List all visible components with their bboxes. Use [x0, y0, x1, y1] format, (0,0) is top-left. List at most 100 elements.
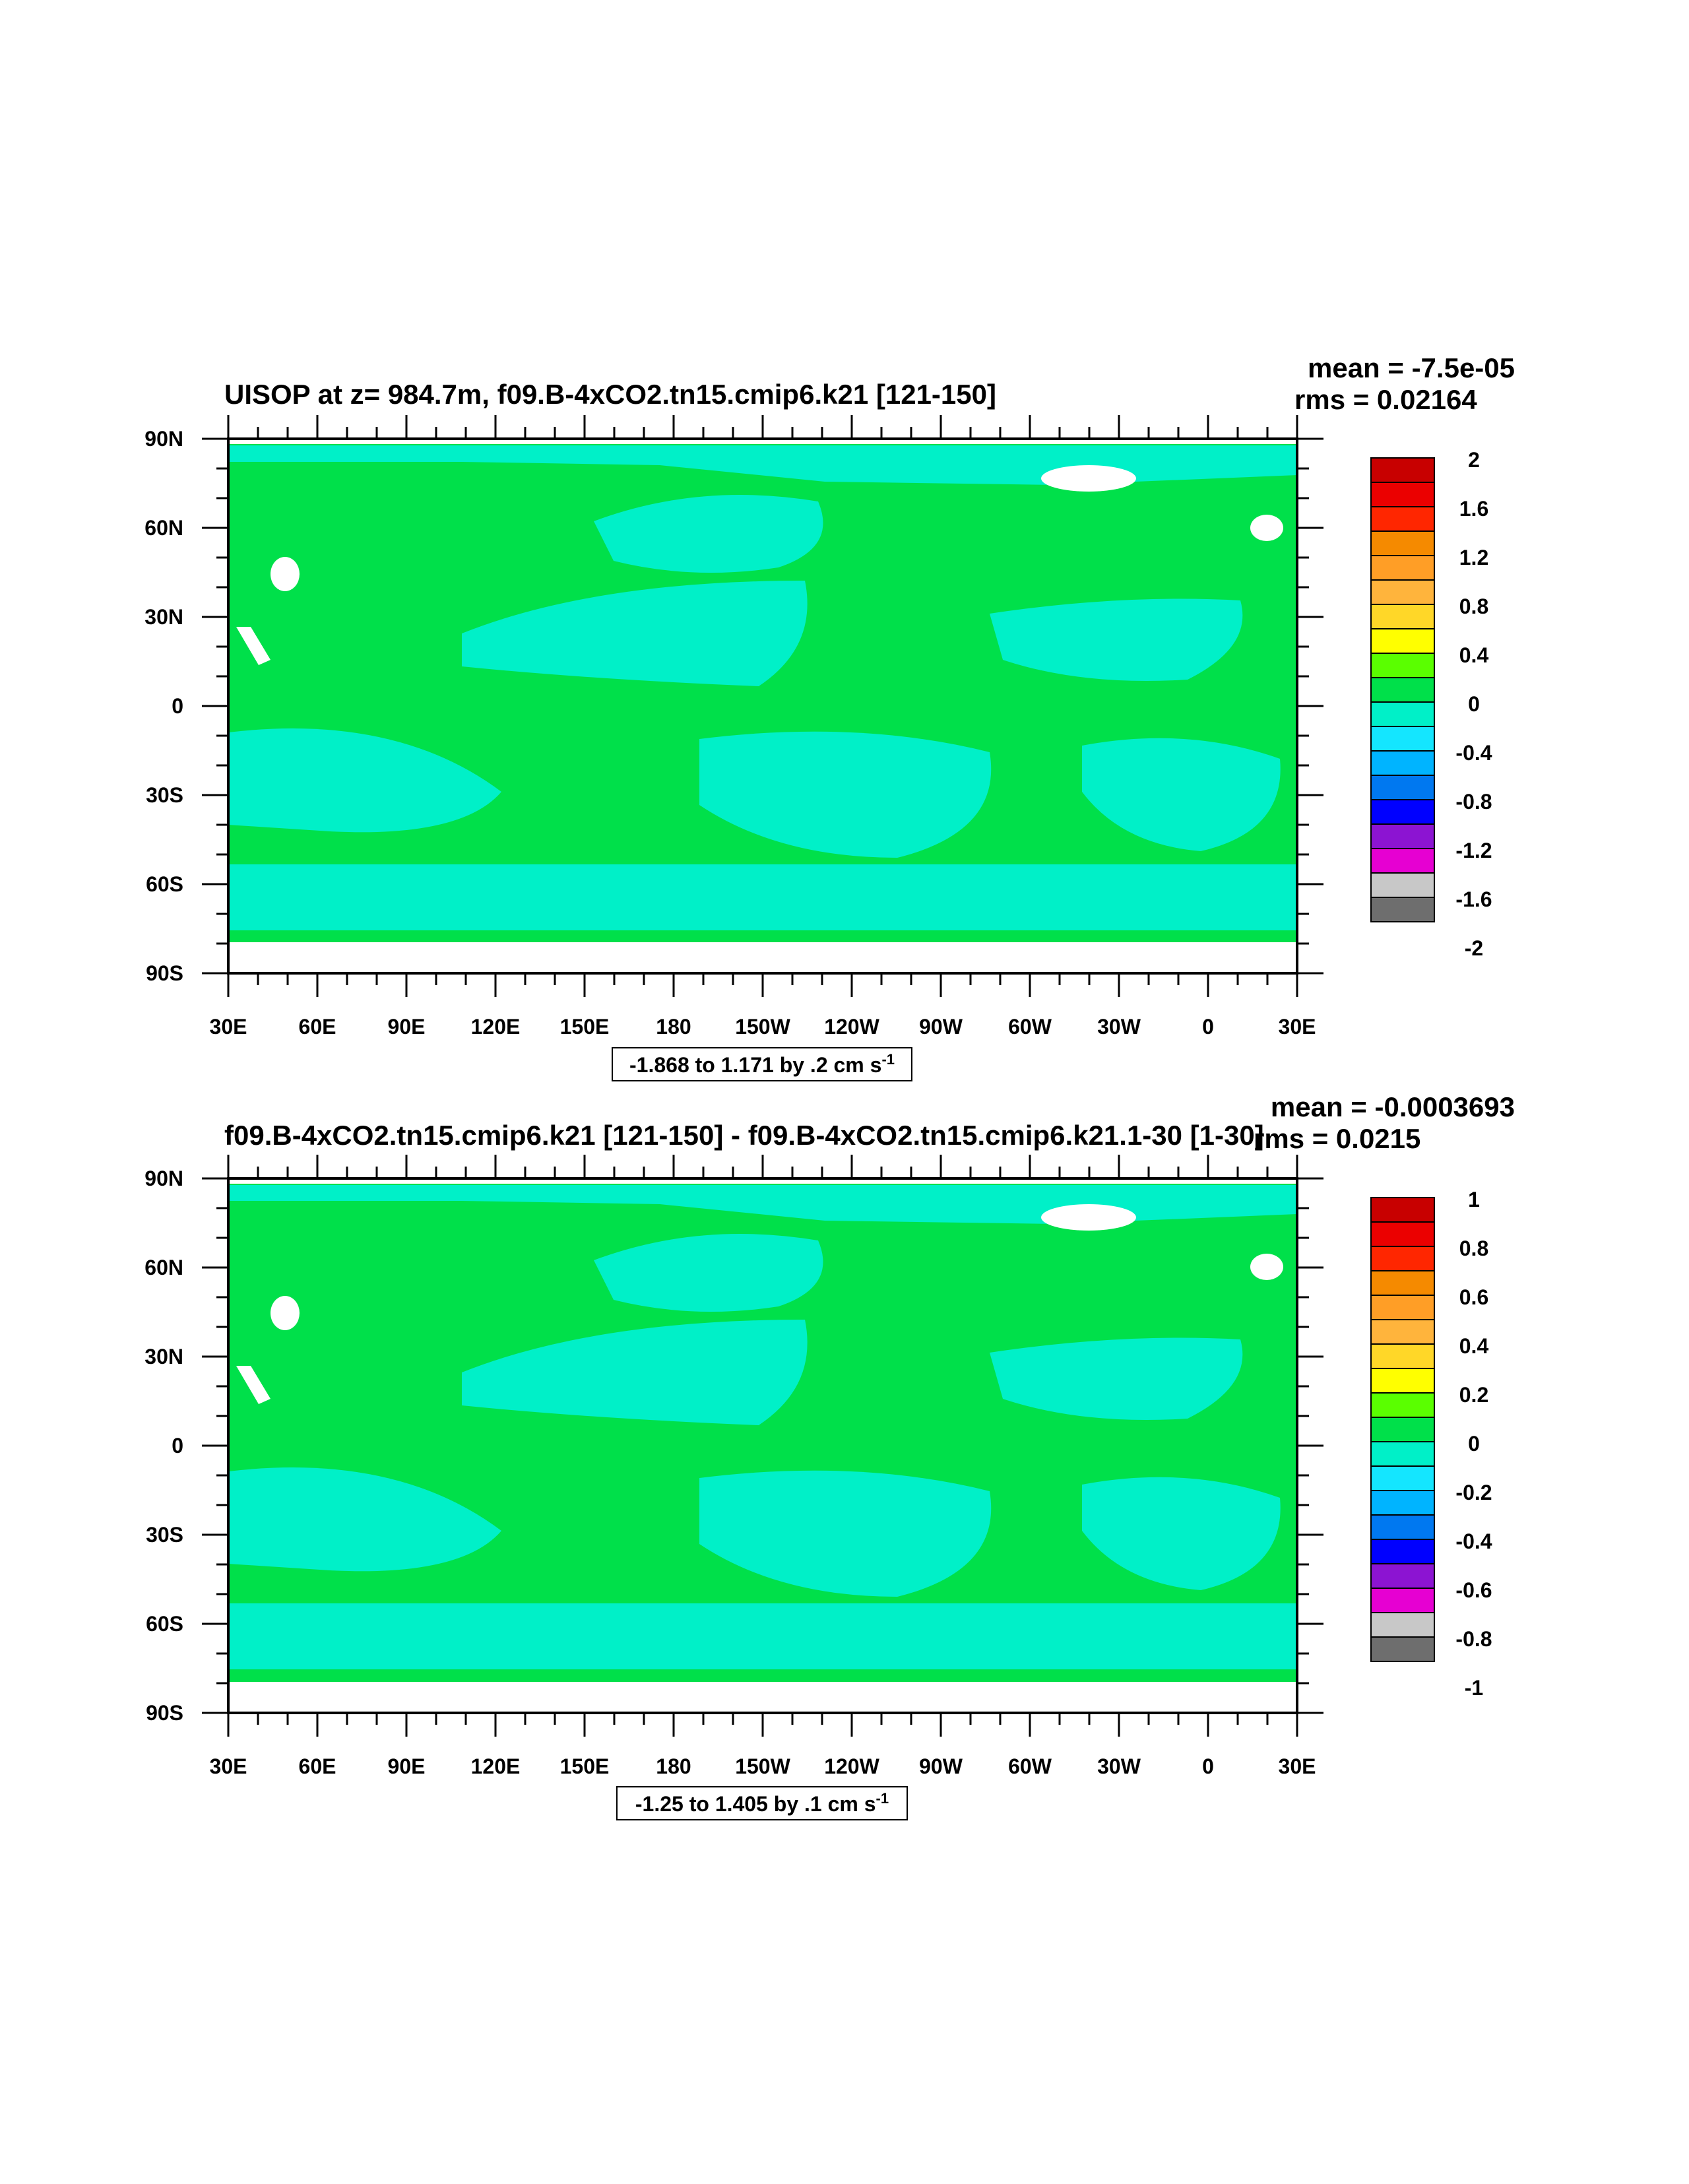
- panel-2-xtick: 60E: [299, 1754, 336, 1778]
- panel-2-ticks: [202, 1155, 1323, 1737]
- panel-1-cb-label: 0.4: [1459, 643, 1489, 667]
- panel-1-cb-label: 1.6: [1459, 497, 1488, 521]
- panel-1-colorbar-swatch: [1370, 457, 1435, 483]
- panel-1-colorbar-swatch: [1370, 677, 1435, 703]
- panel-2-cb-label: 0: [1468, 1432, 1480, 1456]
- panel-1-ytick: 30S: [146, 783, 183, 807]
- panel-1-cb-label: -1.6: [1455, 887, 1492, 911]
- panel-1-colorbar-swatch: [1370, 530, 1435, 556]
- panel-2-xtick: 180: [656, 1754, 691, 1778]
- panel-2-colorbar-swatch: [1370, 1246, 1435, 1271]
- panel-2-colorbar-swatch: [1370, 1295, 1435, 1320]
- panel-1-ytick: 0: [172, 694, 183, 718]
- panel-1-colorbar-swatch: [1370, 799, 1435, 825]
- panel-1-missing: [236, 465, 1283, 665]
- panel-2-cb-label: 0.6: [1459, 1285, 1488, 1309]
- panel-2: f09.B-4xCO2.tn15.cmip6.k21 [121-150] - f…: [144, 1091, 1515, 1820]
- panel-1-xtick: 120W: [824, 1015, 879, 1039]
- panel-1-colorbar-swatch: [1370, 653, 1435, 678]
- panel-1-cb-label: -2: [1465, 936, 1483, 960]
- panel-2-xtick: 0: [1202, 1754, 1214, 1778]
- panel-2-xtick: 120W: [824, 1754, 879, 1778]
- panel-2-cb-label: 0.2: [1459, 1383, 1488, 1407]
- panel-1-xtick: 30W: [1097, 1015, 1141, 1039]
- panel-2-colorbar-swatch: [1370, 1319, 1435, 1345]
- panel-1-colorbar-swatch: [1370, 555, 1435, 581]
- panel-1-ytick: 30N: [144, 605, 183, 629]
- panel-2-cb-label: 1: [1468, 1188, 1480, 1211]
- panel-1: UISOP at z= 984.7m, f09.B-4xCO2.tn15.cmi…: [144, 352, 1515, 1081]
- panel-1-colorbar-swatch: [1370, 726, 1435, 752]
- panel-2-cb-label: -0.6: [1455, 1578, 1492, 1602]
- panel-2-ocean-patches: [228, 1185, 1297, 1669]
- panel-1-colorbar-swatch: [1370, 482, 1435, 507]
- panel-1-cb-label: 1.2: [1459, 546, 1488, 569]
- panel-1-ytick: 90S: [146, 961, 183, 985]
- panel-2-ytick: 60S: [146, 1612, 183, 1636]
- panel-2-colorbar-swatch: [1370, 1636, 1435, 1662]
- panel-2-cb-label: -0.4: [1455, 1529, 1492, 1553]
- panel-2-colorbar-swatch: [1370, 1539, 1435, 1564]
- panel-2-title: f09.B-4xCO2.tn15.cmip6.k21 [121-150] - f…: [224, 1120, 1264, 1151]
- panel-2-ytick: 60N: [144, 1256, 183, 1279]
- panel-1-y-tick-labels: 90N 60N 30N 0 30S 60S 90S: [144, 427, 183, 985]
- panel-2-colorbar-swatch: [1370, 1563, 1435, 1589]
- panel-2-ytick: 90N: [144, 1167, 183, 1190]
- panel-2-ytick: 0: [172, 1434, 183, 1458]
- panel-1-ticks: [202, 415, 1323, 997]
- panel-1-colorbar-labels: 2 1.6 1.2 0.8 0.4 0 -0.4 -0.8 -1.2 -1.6 …: [1455, 448, 1492, 960]
- panel-1-ytick: 60N: [144, 516, 183, 540]
- panel-2-cb-label: 0.4: [1459, 1334, 1489, 1358]
- panel-2-colorbar-swatch: [1370, 1417, 1435, 1442]
- panel-2-xtick: 30W: [1097, 1754, 1141, 1778]
- panel-2-rms: rms = 0.0215: [1254, 1123, 1420, 1154]
- panel-2-colorbar-swatch: [1370, 1612, 1435, 1638]
- panel-1-colorbar-swatch: [1370, 604, 1435, 629]
- panel-2-colorbar-swatch: [1370, 1197, 1435, 1223]
- panel-1-xtick: 90W: [919, 1015, 963, 1039]
- panel-2-missing: [236, 1204, 1283, 1404]
- panel-1-xtick: 60W: [1008, 1015, 1052, 1039]
- panel-2-ytick: 30S: [146, 1523, 183, 1547]
- panel-2-colorbar-swatch: [1370, 1588, 1435, 1613]
- panel-2-colorbar-swatch: [1370, 1490, 1435, 1516]
- panel-1-ocean-patches: [228, 445, 1297, 930]
- panel-2-colorbar-swatch: [1370, 1343, 1435, 1369]
- panel-1-range-label: -1.868 to 1.171 by .2 cm s-1: [612, 1047, 912, 1081]
- panel-2-range-text: -1.25 to 1.405 by .1 cm s-1: [635, 1790, 889, 1816]
- panel-1-xtick: 180: [656, 1015, 691, 1039]
- panel-2-ytick: 30N: [144, 1345, 183, 1368]
- panel-2-xtick: 30E: [1279, 1754, 1316, 1778]
- panel-1-xtick: 90E: [388, 1015, 426, 1039]
- panel-2-range-label: -1.25 to 1.405 by .1 cm s-1: [616, 1786, 908, 1820]
- panel-1-xtick: 150W: [735, 1015, 790, 1039]
- panel-2-mean: mean = -0.0003693: [1271, 1091, 1515, 1122]
- panel-1-range-text: -1.868 to 1.171 by .2 cm s-1: [629, 1051, 895, 1077]
- panel-2-cb-label: -0.8: [1455, 1627, 1492, 1651]
- panel-1-rms: rms = 0.02164: [1294, 384, 1477, 415]
- panel-2-colorbar-swatch: [1370, 1368, 1435, 1394]
- panel-2-colorbar-labels: 1 0.8 0.6 0.4 0.2 0 -0.2 -0.4 -0.6 -0.8 …: [1455, 1188, 1492, 1700]
- panel-2-colorbar-swatch: [1370, 1392, 1435, 1418]
- panel-2-map: [202, 1155, 1323, 1737]
- panel-1-ytick: 60S: [146, 872, 183, 896]
- panel-2-xtick: 150W: [735, 1754, 790, 1778]
- panel-2-xtick: 30E: [210, 1754, 247, 1778]
- panel-1-cb-label: 0: [1468, 692, 1480, 716]
- panel-1-colorbar-swatch: [1370, 848, 1435, 874]
- panel-2-cb-label: -1: [1465, 1676, 1483, 1700]
- panel-2-x-tick-labels: 30E 60E 90E 120E 150E 180 150W 120W 90W …: [210, 1754, 1316, 1778]
- panel-1-mean: mean = -7.5e-05: [1308, 352, 1515, 383]
- panel-1-colorbar-swatch: [1370, 579, 1435, 605]
- panel-2-colorbar-swatch: [1370, 1221, 1435, 1247]
- panel-2-xtick: 90W: [919, 1754, 963, 1778]
- panel-1-colorbar-swatch: [1370, 750, 1435, 776]
- panel-1-xtick: 120E: [471, 1015, 521, 1039]
- panel-1-colorbar-swatch: [1370, 823, 1435, 849]
- panel-1-colorbar-swatch: [1370, 872, 1435, 898]
- panel-2-xtick: 90E: [388, 1754, 426, 1778]
- panel-1-colorbar-swatch: [1370, 506, 1435, 532]
- panel-1-ytick: 90N: [144, 427, 183, 451]
- panel-1-xtick: 150E: [560, 1015, 610, 1039]
